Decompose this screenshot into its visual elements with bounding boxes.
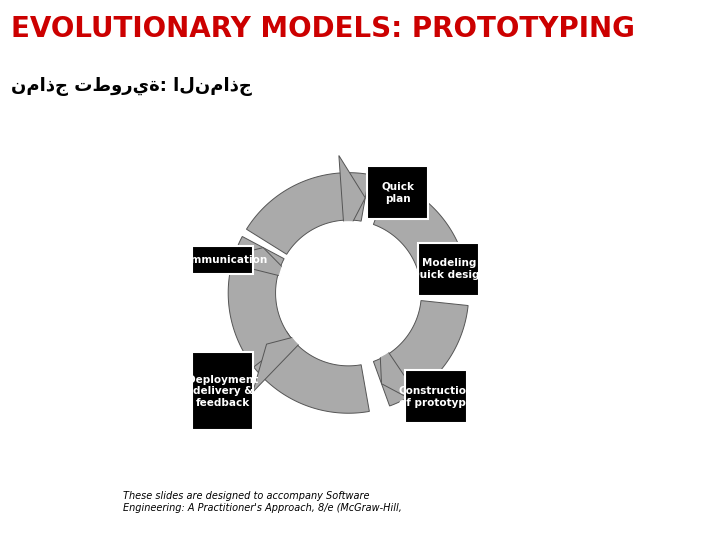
Text: EVOLUTIONARY MODELS: PROTOTYPING: EVOLUTIONARY MODELS: PROTOTYPING: [11, 15, 634, 43]
FancyBboxPatch shape: [192, 246, 253, 274]
Polygon shape: [246, 173, 369, 254]
Polygon shape: [379, 339, 426, 407]
Text: Construction
of prototype: Construction of prototype: [398, 386, 474, 408]
Text: Modeling
Quick design: Modeling Quick design: [411, 259, 487, 280]
FancyBboxPatch shape: [418, 242, 480, 296]
FancyBboxPatch shape: [367, 166, 428, 219]
FancyBboxPatch shape: [192, 353, 253, 430]
Polygon shape: [246, 332, 369, 413]
Circle shape: [277, 222, 420, 364]
Text: These slides are designed to accompany Software
Engineering: A Practitioner's Ap: These slides are designed to accompany S…: [123, 491, 402, 513]
Text: نماذج تطورية: النماذج: نماذج تطورية: النماذج: [11, 77, 251, 96]
Polygon shape: [339, 156, 365, 238]
Polygon shape: [374, 180, 469, 288]
Polygon shape: [228, 237, 291, 367]
Polygon shape: [253, 333, 310, 392]
Polygon shape: [374, 301, 468, 406]
Text: Quick
plan: Quick plan: [381, 182, 414, 204]
Text: 6: 6: [701, 508, 708, 518]
Polygon shape: [401, 251, 480, 286]
Polygon shape: [215, 248, 294, 280]
Text: communication: communication: [178, 255, 268, 265]
Text: Deployment
delivery &
feedback: Deployment delivery & feedback: [187, 375, 258, 408]
FancyBboxPatch shape: [405, 370, 467, 423]
